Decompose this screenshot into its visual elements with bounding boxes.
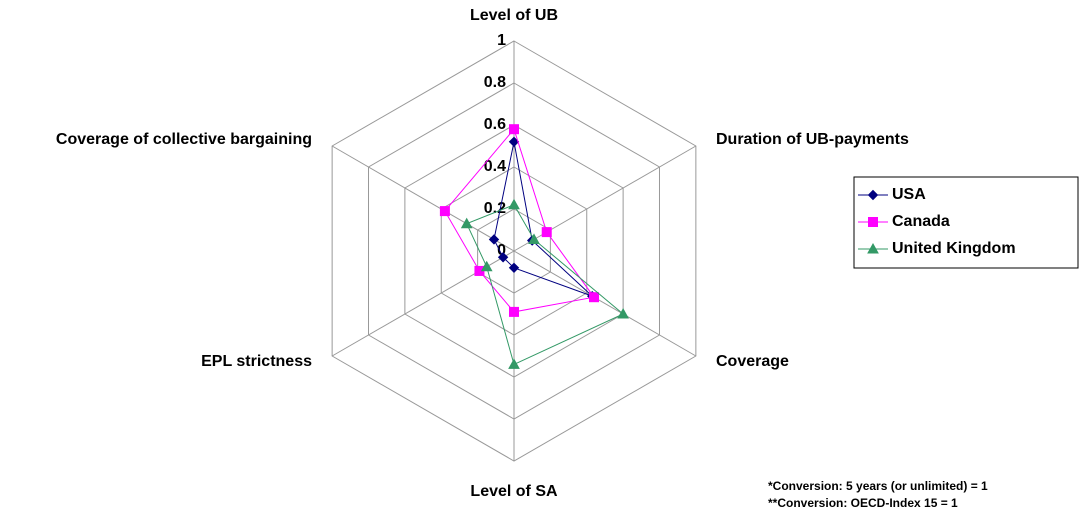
marker [508, 136, 520, 148]
marker [868, 217, 878, 227]
marker [617, 307, 629, 319]
marker [488, 234, 500, 245]
tick-label: 0 [497, 242, 506, 259]
legend-label: United Kingdom [892, 240, 1016, 257]
category-label: Coverage [716, 353, 789, 370]
marker [509, 124, 519, 135]
marker [508, 198, 520, 210]
marker [867, 242, 879, 254]
category-label: EPL strictness [201, 353, 312, 370]
marker [541, 227, 552, 238]
marker [867, 189, 879, 201]
marker [439, 206, 450, 217]
tick-label: 0.8 [484, 74, 506, 91]
tick-label: 0.4 [484, 158, 506, 175]
marker [460, 217, 473, 229]
spoke [513, 145, 697, 252]
marker [509, 306, 519, 317]
marker [480, 260, 493, 272]
spoke [331, 145, 515, 252]
footnote: *Conversion: 5 years (or unlimited) = 1 [768, 479, 988, 493]
category-label: Coverage of collective bargaining [56, 131, 312, 148]
marker [589, 292, 600, 303]
tick-label: 1 [497, 32, 506, 49]
category-label: Duration of UB-payments [716, 131, 909, 148]
legend-label: USA [892, 186, 926, 203]
marker [497, 252, 509, 263]
category-label: Level of UB [470, 7, 558, 24]
marker [508, 358, 520, 369]
series-line [493, 141, 593, 297]
spoke [513, 250, 697, 357]
tick-label: 0.2 [484, 200, 506, 217]
tick-label: 0.6 [484, 116, 506, 133]
legend-label: Canada [892, 213, 950, 230]
legend-box [853, 176, 1079, 269]
marker [528, 233, 540, 244]
marker [508, 262, 520, 274]
footnote: **Conversion: OECD-Index 15 = 1 [768, 496, 958, 510]
category-label: Level of SA [470, 483, 558, 500]
